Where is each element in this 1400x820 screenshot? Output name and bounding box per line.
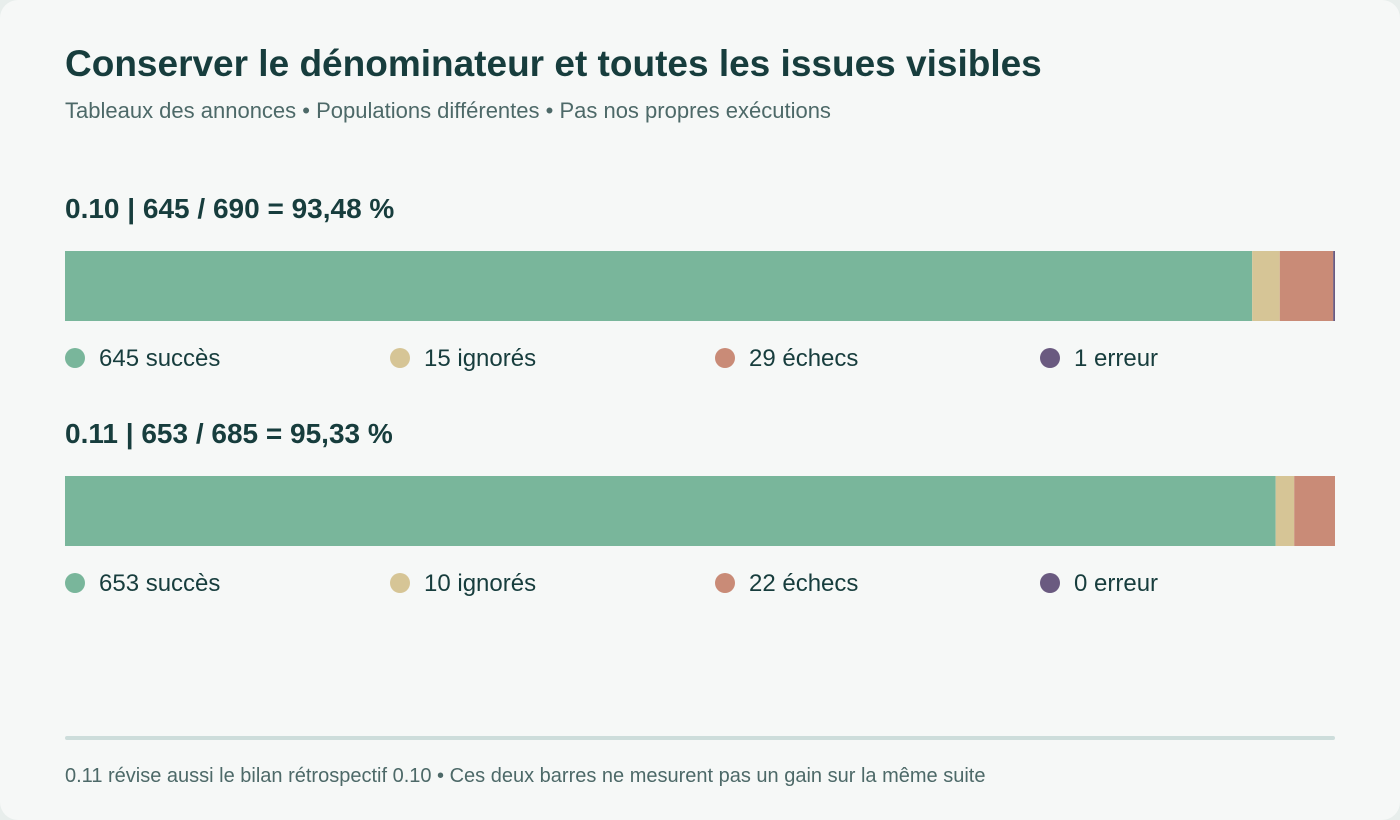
legend-label-echecs: 29 échecs <box>749 345 858 372</box>
legend-dot-echecs <box>715 348 735 368</box>
legend-dot-succes <box>65 573 85 593</box>
legend-dot-ignores <box>390 348 410 368</box>
legend-label-succes: 653 succès <box>99 570 220 597</box>
legend-label-succes: 645 succès <box>99 345 220 372</box>
bar-segment-succes <box>65 251 1253 321</box>
bar-segment-echecs <box>1279 251 1334 321</box>
legend-dot-erreur <box>1040 573 1060 593</box>
legend-dot-succes <box>65 348 85 368</box>
bar-heading: 0.10 | 645 / 690 = 93,48 % <box>65 193 394 224</box>
bar-segment-erreur <box>1333 251 1335 321</box>
legend-label-erreur: 1 erreur <box>1074 345 1158 372</box>
legend-label-echecs: 22 échecs <box>749 570 858 597</box>
legend-label-erreur: 0 erreur <box>1074 570 1158 597</box>
bar-segment-ignores <box>1275 476 1295 546</box>
bar-group: 0.11 | 653 / 685 = 95,33 % 653 succès 10 i… <box>65 418 1335 597</box>
legend-label-ignores: 15 ignorés <box>424 345 536 372</box>
bar-segment-succes <box>65 476 1276 546</box>
chart-title: Conserver le dénominateur et toutes les … <box>65 43 1042 84</box>
bar-segment-echecs <box>1294 476 1335 546</box>
bar-heading: 0.11 | 653 / 685 = 95,33 % <box>65 418 393 449</box>
chart-subtitle: Tableaux des annonces • Populations diff… <box>65 98 831 123</box>
legend-dot-erreur <box>1040 348 1060 368</box>
legend-label-ignores: 10 ignorés <box>424 570 536 597</box>
footer-divider <box>65 736 1335 740</box>
bar-group: 0.10 | 645 / 690 = 93,48 % 645 succès 15 i… <box>65 193 1335 372</box>
footer-note: 0.11 révise aussi le bilan rétrospectif … <box>65 765 986 787</box>
legend-dot-ignores <box>390 573 410 593</box>
bar-segment-ignores <box>1252 251 1280 321</box>
legend-dot-echecs <box>715 573 735 593</box>
